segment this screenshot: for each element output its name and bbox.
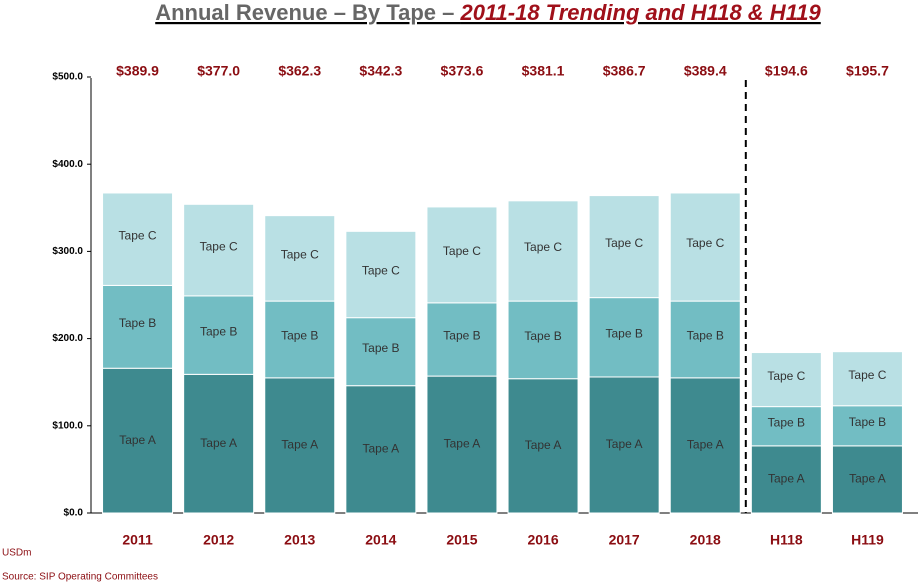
bar-segment	[831, 445, 903, 514]
segment-label: Tape B	[768, 415, 805, 429]
bar-segment	[264, 215, 336, 302]
bar-segment	[750, 352, 822, 408]
bar-segment	[507, 200, 579, 302]
bar-segment	[183, 373, 255, 514]
total-label: $386.7	[603, 63, 646, 79]
bar-segment	[831, 405, 903, 447]
source: Source: SIP Operating Committees	[2, 572, 158, 583]
x-tick-label: 2014	[365, 532, 396, 548]
bar-segment	[750, 406, 822, 447]
segment-label: Tape A	[119, 433, 156, 447]
x-tick-label: 2017	[609, 532, 640, 548]
bar-segment	[669, 377, 741, 514]
x-tick-label: 2016	[527, 532, 558, 548]
bar-segment	[507, 300, 579, 380]
total-label: $194.6	[765, 63, 808, 79]
segment-label: Tape B	[443, 329, 480, 343]
segment-label: Tape C	[443, 244, 481, 258]
x-tick-label: 2015	[446, 532, 477, 548]
bar-segment	[426, 206, 498, 304]
x-tick-label: 2012	[203, 532, 234, 548]
bar-segment	[102, 192, 174, 286]
segment-label: Tape A	[687, 438, 724, 452]
total-label: $342.3	[359, 63, 402, 79]
segment-label: Tape A	[362, 442, 399, 456]
total-label: $195.7	[846, 63, 889, 79]
segment-label: Tape C	[281, 248, 319, 262]
x-tick-label: H119	[851, 532, 884, 548]
segment-label: Tape C	[119, 228, 157, 242]
segment-label: Tape B	[687, 329, 724, 343]
x-tick-label: 2013	[284, 532, 315, 548]
chart-title: Annual Revenue – By Tape – 2011-18 Trend…	[155, 0, 821, 25]
segment-label: Tape A	[200, 436, 237, 450]
bar-segment	[669, 300, 741, 379]
bar-segment	[345, 230, 417, 319]
bar-segment	[345, 385, 417, 514]
bar-segment	[183, 203, 255, 297]
bar-segment	[588, 376, 660, 514]
total-label: $389.4	[684, 63, 727, 79]
total-label: $377.0	[197, 63, 240, 79]
total-label: $381.1	[522, 63, 565, 79]
segment-label: Tape C	[848, 368, 886, 382]
segment-label: Tape C	[200, 239, 238, 253]
segment-label: Tape A	[849, 472, 886, 486]
x-tick-label: 2018	[690, 532, 721, 548]
title-emphasis: 2011-18 Trending and H118 & H119	[459, 0, 821, 25]
segment-label: Tape B	[119, 316, 156, 330]
segment-label: Tape C	[767, 369, 805, 383]
bar-segment	[345, 317, 417, 387]
segment-label: Tape C	[605, 236, 643, 250]
total-label: $373.6	[441, 63, 484, 79]
y-tick-label: $100.0	[52, 420, 83, 431]
bar-segment	[831, 351, 903, 407]
bar-segment	[669, 192, 741, 302]
segment-label: Tape B	[281, 329, 318, 343]
title-main: Annual Revenue – By Tape –	[155, 0, 460, 25]
segment-label: Tape C	[362, 264, 400, 278]
segment-label: Tape A	[444, 437, 481, 451]
segment-label: Tape A	[525, 438, 562, 452]
y-tick-label: $500.0	[52, 72, 83, 83]
unit-note: USDm	[2, 548, 31, 559]
segment-label: Tape C	[524, 240, 562, 254]
bar-segment	[750, 445, 822, 514]
segment-label: Tape B	[200, 324, 237, 338]
bar-segment	[102, 367, 174, 514]
segment-label: Tape B	[605, 326, 642, 340]
y-tick-label: $0.0	[64, 508, 84, 519]
x-tick-label: H118	[770, 532, 803, 548]
segment-label: Tape B	[849, 415, 886, 429]
y-tick-label: $300.0	[52, 246, 83, 257]
bar-segment	[588, 297, 660, 378]
segment-label: Tape B	[362, 341, 399, 355]
total-label: $389.9	[116, 63, 159, 79]
x-tick-label: 2011	[122, 532, 153, 548]
segment-label: Tape A	[606, 437, 643, 451]
y-tick-label: $400.0	[52, 159, 83, 170]
segment-label: Tape B	[524, 329, 561, 343]
bar-segment	[264, 300, 336, 379]
bar-segment	[183, 295, 255, 375]
y-tick-label: $200.0	[52, 333, 83, 344]
bar-segment	[588, 195, 660, 299]
segment-label: Tape C	[686, 236, 724, 250]
segment-label: Tape A	[281, 438, 318, 452]
bar-segment	[102, 284, 174, 369]
total-label: $362.3	[278, 63, 321, 79]
bar-segment	[426, 375, 498, 514]
segment-label: Tape A	[768, 472, 805, 486]
